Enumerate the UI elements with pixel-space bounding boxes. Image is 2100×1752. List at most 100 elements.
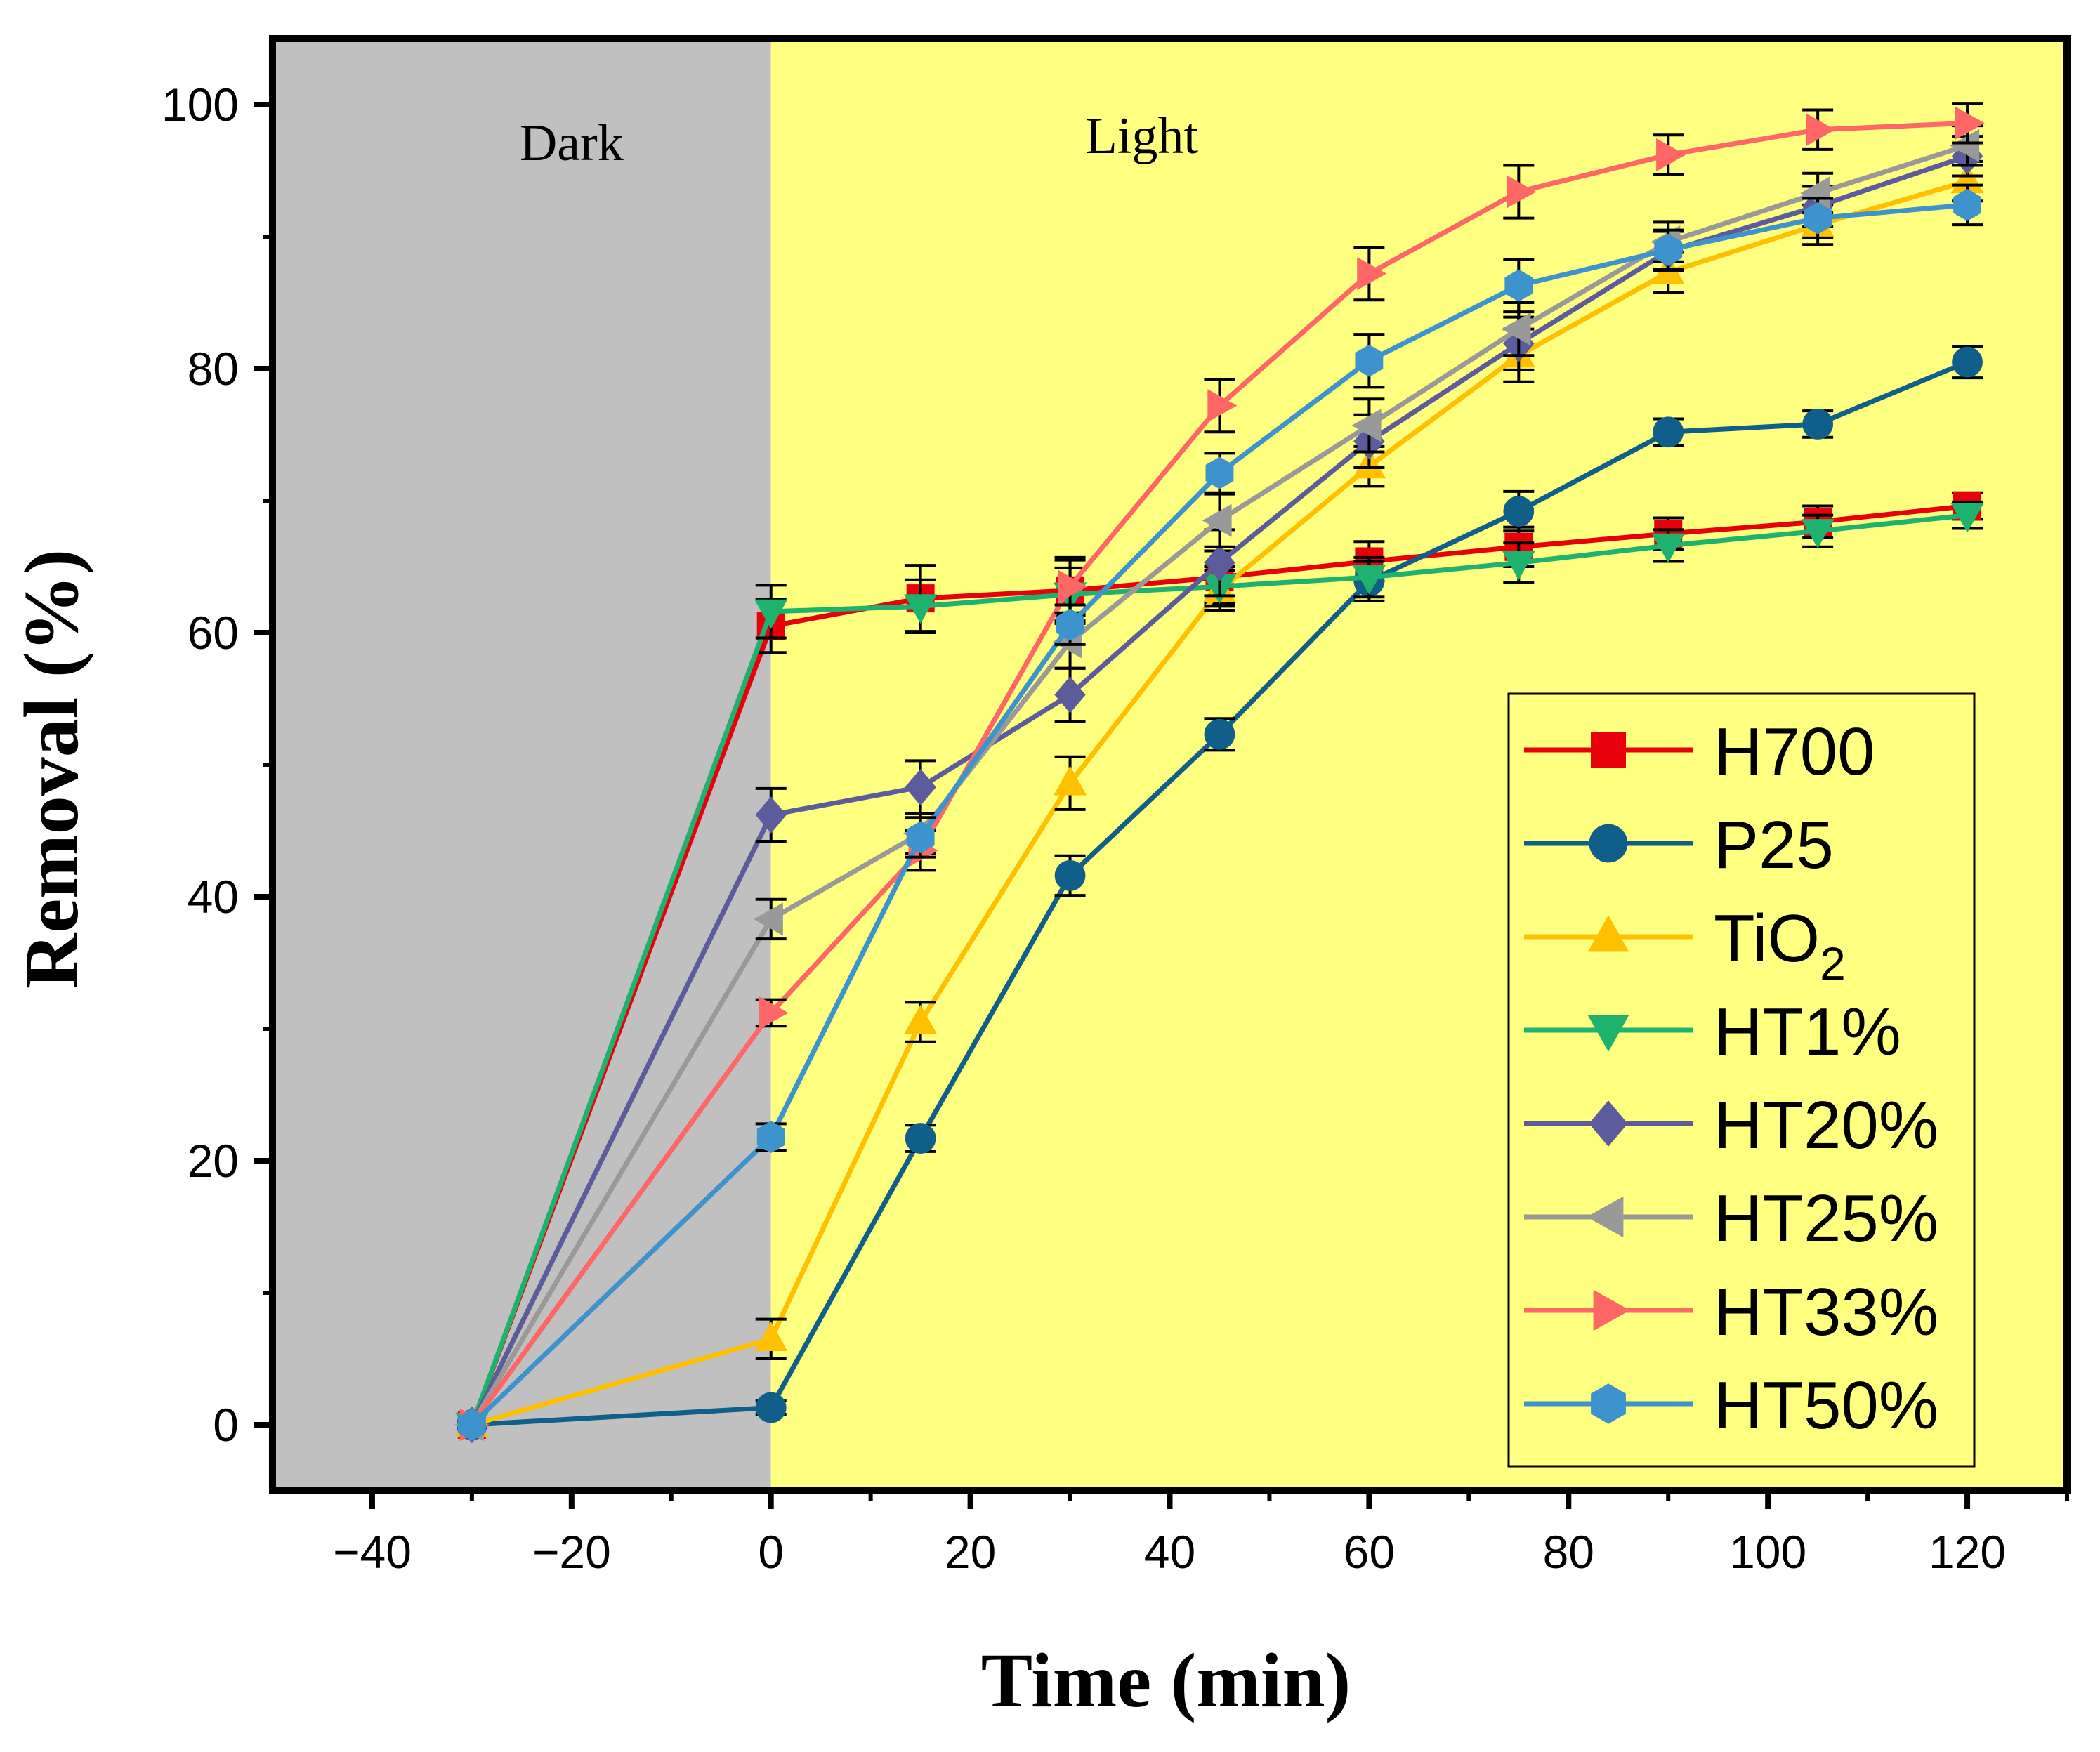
data-point-p25 xyxy=(1653,416,1684,448)
data-point-ht20pct xyxy=(755,796,787,834)
x-tick-label: 100 xyxy=(1729,1526,1806,1578)
legend-marker-h700 xyxy=(1591,732,1626,768)
data-point-ht33pct xyxy=(1058,569,1088,603)
data-point-ht1pct xyxy=(1801,519,1835,549)
x-tick-label: 60 xyxy=(1344,1526,1395,1578)
legend-item-ht33pct: HT33% xyxy=(1524,1275,1938,1350)
data-point-ht20pct xyxy=(1054,676,1086,713)
data-point-ht20pct xyxy=(1204,544,1235,581)
data-point-ht25pct xyxy=(1800,176,1830,210)
data-point-ht50pct xyxy=(1654,233,1683,266)
legend-marker-tio2 xyxy=(1587,915,1629,952)
data-point-p25 xyxy=(1054,860,1086,891)
legend-label-text: HT20% xyxy=(1714,1088,1938,1163)
legend-item-p25: P25 xyxy=(1524,808,1834,883)
y-tick-label: 80 xyxy=(188,343,239,395)
legend-item-ht20pct: HT20% xyxy=(1524,1088,1938,1163)
legend-label: HT20% xyxy=(1714,1088,1938,1163)
legend-label-text: HT1% xyxy=(1714,994,1901,1069)
legend-label: HT33% xyxy=(1714,1275,1938,1350)
series-line-ht1pct xyxy=(469,513,1968,1426)
data-point-p25 xyxy=(755,1392,787,1423)
x-tick-label: 120 xyxy=(1929,1526,2006,1578)
legend-label: HT50% xyxy=(1714,1368,1938,1443)
legend-marker-ht20pct xyxy=(1589,1100,1628,1147)
data-point-ht50pct xyxy=(1953,188,1981,221)
y-tick-label: 100 xyxy=(162,79,239,131)
legend-item-tio2: TiO2 xyxy=(1524,901,1846,989)
data-point-ht25pct xyxy=(753,902,783,936)
data-point-tio2 xyxy=(1053,765,1087,796)
series-line-ht20pct xyxy=(469,154,1969,1426)
data-point-p25 xyxy=(905,1123,936,1154)
y-tick-label: 60 xyxy=(188,607,239,659)
data-point-ht50pct xyxy=(756,1121,785,1154)
x-tick-label: 80 xyxy=(1543,1526,1594,1578)
data-point-ht25pct xyxy=(1501,312,1531,346)
x-tick-label: 40 xyxy=(1144,1526,1195,1578)
data-point-ht1pct xyxy=(1651,533,1685,563)
y-tick-label: 20 xyxy=(188,1135,239,1187)
y-axis-ticks: 0 20 40 60 80 100 xyxy=(162,79,273,1451)
series-line-ht50pct xyxy=(470,202,1968,1427)
legend-item-ht50pct: HT50% xyxy=(1524,1368,1938,1443)
data-point-ht50pct xyxy=(1355,344,1384,377)
legend-label-text: TiO xyxy=(1714,901,1820,976)
legend-label-text: H700 xyxy=(1714,714,1875,789)
legend-label: P25 xyxy=(1714,808,1834,883)
data-point-ht20pct xyxy=(905,768,936,806)
data-point-ht25pct xyxy=(1351,409,1382,442)
data-point-ht50pct xyxy=(1056,608,1084,641)
x-tick-label: −40 xyxy=(333,1526,412,1578)
legend-box xyxy=(1507,692,1976,1468)
y-axis-title: Removal (%) xyxy=(8,549,94,989)
data-point-tio2 xyxy=(754,1321,788,1351)
legend-label-text: HT50% xyxy=(1714,1368,1938,1443)
legend-marker-ht25pct xyxy=(1587,1196,1624,1238)
data-point-ht1pct xyxy=(1950,503,1984,533)
data-point-ht1pct xyxy=(754,599,788,629)
data-point-p25 xyxy=(1204,718,1235,750)
legend-label: HT25% xyxy=(1714,1181,1938,1256)
legend-marker-ht50pct xyxy=(1591,1383,1626,1424)
data-point-ht1pct xyxy=(904,594,938,624)
data-point-ht50pct xyxy=(906,821,935,854)
data-point-ht50pct xyxy=(1804,202,1832,235)
y-tick-label: 0 xyxy=(213,1399,239,1451)
data-point-ht1pct xyxy=(1352,565,1386,595)
data-point-ht33pct xyxy=(1656,138,1686,171)
data-point-ht33pct xyxy=(1805,113,1835,147)
series-line-ht33pct xyxy=(470,120,1968,1427)
legend-label: TiO2 xyxy=(1714,901,1846,989)
data-point-ht33pct xyxy=(1357,257,1387,291)
data-point-p25 xyxy=(1952,346,1983,378)
series-ht50pct xyxy=(457,183,1983,1442)
data-point-tio2 xyxy=(904,1004,938,1034)
region-label-light: Light xyxy=(1086,107,1199,165)
data-point-ht50pct xyxy=(1504,269,1533,302)
legend-label-text: HT25% xyxy=(1714,1181,1938,1256)
legend-label: HT1% xyxy=(1714,994,1901,1069)
legend-marker-ht33pct xyxy=(1593,1289,1630,1331)
data-point-ht25pct xyxy=(1202,503,1232,537)
region-dark xyxy=(273,39,771,1491)
legend-label-text: P25 xyxy=(1714,808,1834,883)
region-label-dark: Dark xyxy=(520,114,624,172)
legend-label: H700 xyxy=(1714,714,1875,789)
series-layer xyxy=(454,102,1985,1444)
data-point-ht33pct xyxy=(1207,389,1238,423)
legend-item-h700: H700 xyxy=(1524,714,1875,789)
legend-marker-p25 xyxy=(1589,824,1628,863)
series-line-h700 xyxy=(469,503,1968,1426)
legend-marker-ht1pct xyxy=(1587,1015,1629,1052)
data-point-ht33pct xyxy=(1507,175,1537,209)
data-point-ht1pct xyxy=(1502,551,1535,581)
x-tick-label: 20 xyxy=(945,1526,996,1578)
data-point-p25 xyxy=(1802,409,1834,440)
series-line-ht25pct xyxy=(469,143,1969,1426)
series-line-tio2 xyxy=(471,178,1969,1428)
x-tick-label: 0 xyxy=(758,1526,784,1578)
data-point-ht25pct xyxy=(1950,129,1980,162)
